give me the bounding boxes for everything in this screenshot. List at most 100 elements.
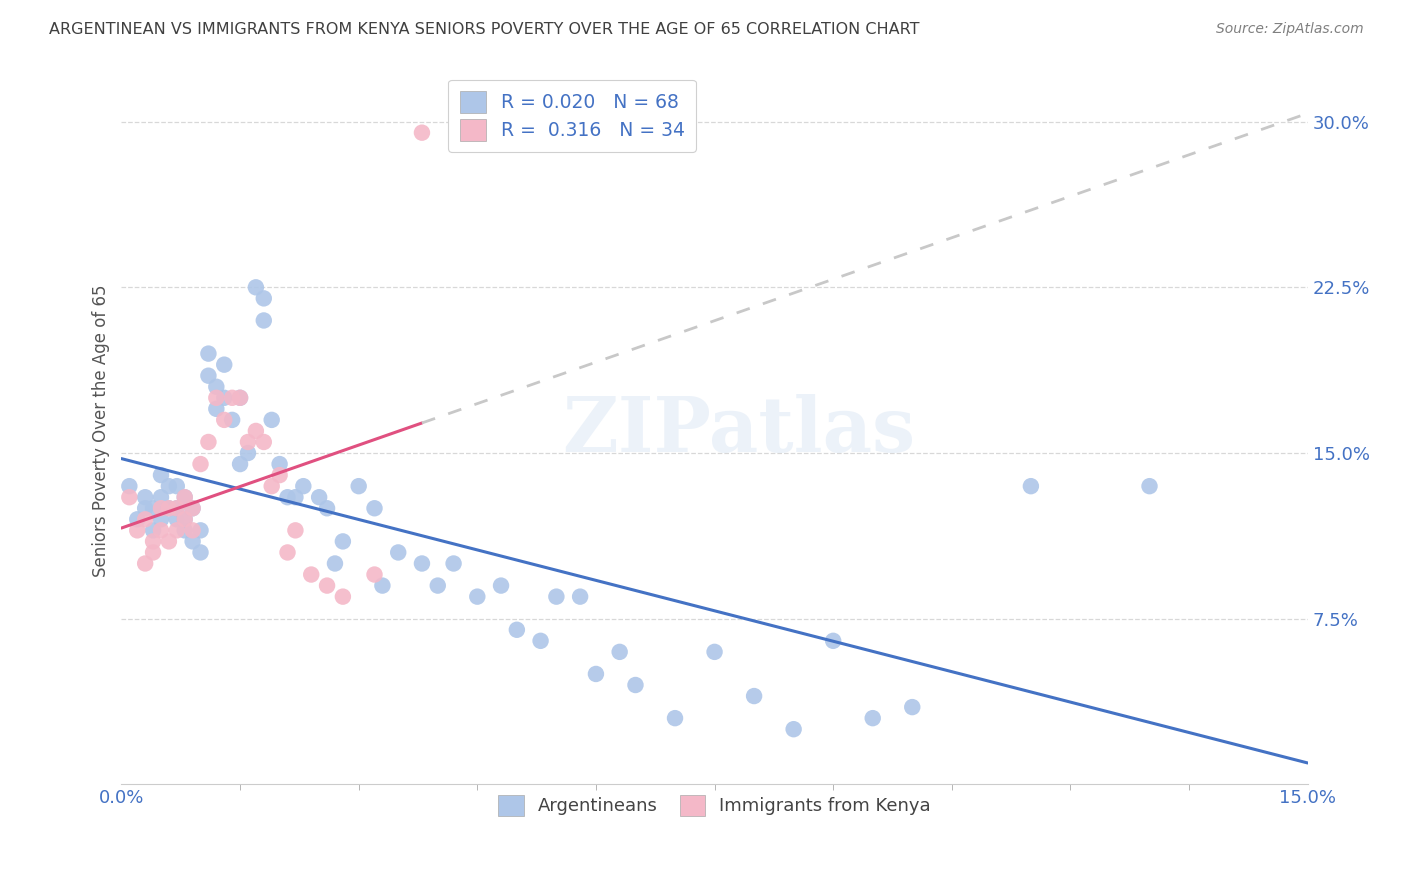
Point <box>173 512 195 526</box>
Point <box>371 578 394 592</box>
Point <box>284 490 307 504</box>
Point <box>134 557 156 571</box>
Point <box>316 578 339 592</box>
Point <box>166 512 188 526</box>
Point <box>316 501 339 516</box>
Point <box>308 490 330 504</box>
Point <box>569 590 592 604</box>
Point <box>585 667 607 681</box>
Point <box>411 126 433 140</box>
Point <box>332 534 354 549</box>
Point <box>221 391 243 405</box>
Point <box>127 524 149 538</box>
Point <box>142 524 165 538</box>
Y-axis label: Seniors Poverty Over the Age of 65: Seniors Poverty Over the Age of 65 <box>93 285 110 577</box>
Point <box>212 413 235 427</box>
Point <box>149 468 172 483</box>
Point <box>190 524 212 538</box>
Point <box>664 711 686 725</box>
Point <box>624 678 647 692</box>
Point <box>157 501 180 516</box>
Point <box>299 567 322 582</box>
Point <box>269 468 291 483</box>
Point <box>347 479 370 493</box>
Point <box>782 722 804 736</box>
Point <box>212 391 235 405</box>
Point <box>260 479 283 493</box>
Point <box>529 633 551 648</box>
Point <box>127 512 149 526</box>
Legend: Argentineans, Immigrants from Kenya: Argentineans, Immigrants from Kenya <box>489 786 939 825</box>
Point <box>166 479 188 493</box>
Point <box>229 391 252 405</box>
Point <box>181 524 204 538</box>
Point <box>363 567 385 582</box>
Point <box>205 401 228 416</box>
Point <box>292 479 315 493</box>
Point <box>236 446 259 460</box>
Point <box>142 534 165 549</box>
Point <box>426 578 449 592</box>
Point <box>190 457 212 471</box>
Point <box>862 711 884 725</box>
Point <box>253 292 276 306</box>
Point <box>387 545 409 559</box>
Point <box>166 501 188 516</box>
Point <box>134 490 156 504</box>
Point <box>260 413 283 427</box>
Point <box>181 501 204 516</box>
Point <box>253 313 276 327</box>
Point <box>149 524 172 538</box>
Point <box>489 578 512 592</box>
Point <box>134 512 156 526</box>
Point <box>901 700 924 714</box>
Point <box>363 501 385 516</box>
Point <box>284 524 307 538</box>
Point <box>134 501 156 516</box>
Point <box>253 434 276 449</box>
Point <box>173 512 195 526</box>
Point <box>181 501 204 516</box>
Point <box>823 633 845 648</box>
Point <box>149 501 172 516</box>
Point <box>742 689 765 703</box>
Point <box>245 424 267 438</box>
Point <box>245 280 267 294</box>
Point <box>205 380 228 394</box>
Point <box>181 534 204 549</box>
Point <box>149 512 172 526</box>
Point <box>142 545 165 559</box>
Point <box>166 524 188 538</box>
Point <box>197 368 219 383</box>
Text: ARGENTINEAN VS IMMIGRANTS FROM KENYA SENIORS POVERTY OVER THE AGE OF 65 CORRELAT: ARGENTINEAN VS IMMIGRANTS FROM KENYA SEN… <box>49 22 920 37</box>
Point <box>323 557 346 571</box>
Point <box>703 645 725 659</box>
Point <box>157 479 180 493</box>
Point <box>142 501 165 516</box>
Point <box>221 413 243 427</box>
Point <box>149 490 172 504</box>
Point <box>157 534 180 549</box>
Point <box>157 501 180 516</box>
Text: Source: ZipAtlas.com: Source: ZipAtlas.com <box>1216 22 1364 37</box>
Point <box>166 501 188 516</box>
Point <box>229 391 252 405</box>
Point <box>197 434 219 449</box>
Point <box>173 490 195 504</box>
Point <box>236 434 259 449</box>
Point <box>411 557 433 571</box>
Point <box>465 590 488 604</box>
Point <box>118 490 141 504</box>
Point <box>609 645 631 659</box>
Point <box>173 490 195 504</box>
Point <box>1139 479 1161 493</box>
Text: ZIPatlas: ZIPatlas <box>562 394 915 468</box>
Point <box>205 391 228 405</box>
Point <box>332 590 354 604</box>
Point <box>276 545 298 559</box>
Point <box>197 346 219 360</box>
Point <box>173 524 195 538</box>
Point <box>546 590 568 604</box>
Point <box>212 358 235 372</box>
Point <box>269 457 291 471</box>
